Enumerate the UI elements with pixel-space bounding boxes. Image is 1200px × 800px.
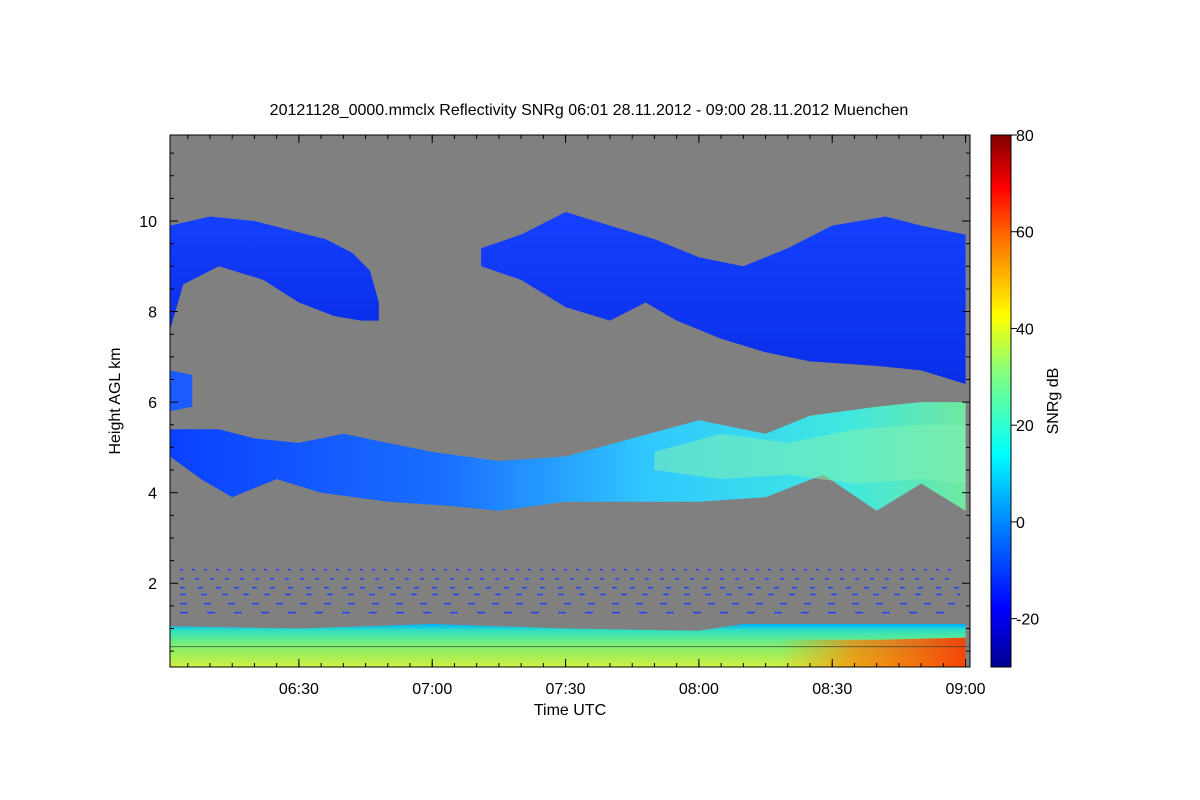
colorbar-tick-label: -20 (1016, 612, 1039, 629)
colorbar-tick-label: 40 (1016, 321, 1034, 338)
colorbar-tick-label: 20 (1016, 418, 1034, 435)
axis-ticks: 06:30 07:00 07:30 08:00 08:30 09:00 2 4 6 8 10 (139, 135, 986, 698)
x-tick-label: 08:00 (679, 681, 719, 698)
x-tick-label: 08:30 (812, 681, 852, 698)
upper-cloud-east (481, 212, 966, 384)
boundary-layer (170, 624, 966, 667)
plot-frame (169, 134, 971, 668)
x-tick-label: 07:00 (412, 681, 452, 698)
plot-area (170, 135, 970, 667)
y-axis-label: Height AGL km (107, 347, 124, 454)
y-tick-label: 8 (148, 305, 157, 322)
y-tick-label: 4 (148, 486, 157, 503)
chart-title: 20121128_0000.mmclx Reflectivity SNRg 06… (270, 102, 909, 119)
cloud-fragment-left (170, 370, 193, 412)
mid-cloud-layer (170, 402, 966, 511)
colorbar-tick-label: 60 (1016, 225, 1034, 242)
x-axis-label: Time UTC (534, 702, 606, 719)
x-tick-label: 06:30 (279, 681, 319, 698)
colorbar-tick-label: 80 (1016, 128, 1034, 145)
colorbar-label: SNRg dB (1045, 368, 1062, 435)
boundary-layer-strong-echo (778, 637, 966, 667)
x-tick-label: 09:00 (946, 681, 986, 698)
y-tick-label: 6 (148, 395, 157, 412)
colorbar (990, 134, 1012, 668)
colorbar-ticks: -20 0 20 40 60 80 (1011, 128, 1039, 629)
mid-cloud-core (654, 424, 966, 484)
colorbar-tick-label: 0 (1016, 515, 1025, 532)
x-tick-label: 07:30 (546, 681, 586, 698)
upper-cloud-west (170, 216, 379, 330)
y-tick-label: 10 (139, 214, 157, 231)
y-tick-label: 2 (148, 576, 157, 593)
